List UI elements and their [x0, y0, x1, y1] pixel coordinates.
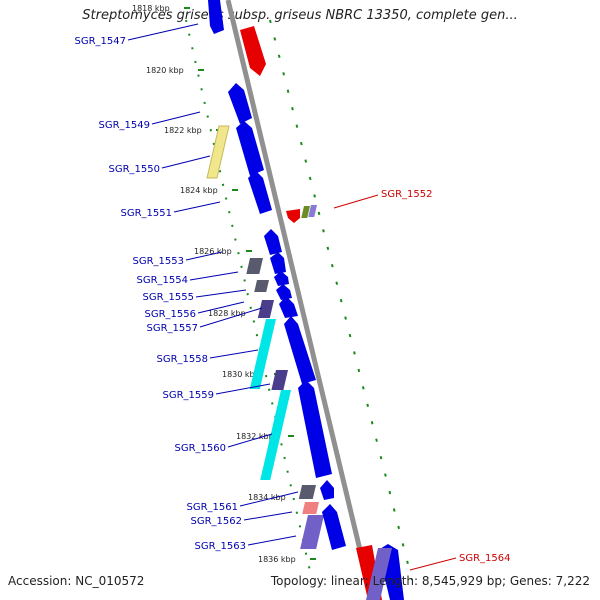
genome-backbone — [225, 0, 375, 600]
highlight-sgr-1559-a[interactable] — [271, 370, 288, 390]
kbp-tick-label: 1822 kbp — [164, 126, 202, 135]
kbp-tick-label: 1826 kbp — [194, 247, 232, 256]
gene-label-sgr-1564[interactable]: SGR_1564 — [459, 553, 511, 564]
highlight-sgr-1554[interactable] — [254, 280, 269, 292]
gene-sgr-1559-arrow[interactable] — [298, 380, 332, 478]
gene-sgr-1562-arrow[interactable] — [322, 504, 346, 550]
highlight-sgr-1563[interactable] — [300, 515, 324, 549]
kbp-tick-label: 1832 kbp — [236, 432, 274, 441]
gene-sgr-1556-arrow[interactable] — [276, 284, 292, 300]
gene-label-sgr-1550[interactable]: SGR_1550 — [109, 164, 161, 175]
gene-sgr-1557-arrow[interactable] — [279, 296, 298, 318]
kbp-tick-label: 1830 kbp — [222, 370, 260, 379]
highlight-sgr-1560[interactable] — [260, 390, 291, 480]
highlight-sgr-1558[interactable] — [249, 319, 276, 389]
kbp-tick-label: 1820 kbp — [146, 66, 184, 75]
gene-label-sgr-1560[interactable]: SGR_1560 — [175, 443, 227, 454]
gene-sgr-1548[interactable] — [240, 26, 266, 76]
gene-labels: SGR_1547 SGR_1549 SGR_1550 SGR_1551 SGR_1553… — [75, 36, 511, 564]
gene-sgr-1552-purple[interactable] — [308, 205, 317, 217]
highlight-sgr-1564[interactable] — [365, 548, 392, 600]
gene-label-sgr-1547[interactable]: SGR_1547 — [75, 36, 127, 47]
gene-label-sgr-1556[interactable]: SGR_1556 — [145, 309, 197, 320]
genome-summary: Topology: linear; Length: 8,545,929 bp; … — [270, 574, 590, 588]
kbp-tick-label: 1818 kbp — [132, 4, 170, 13]
gene-sgr-1555-arrow[interactable] — [274, 271, 289, 286]
right-track-dots — [269, 19, 413, 581]
kbp-tick-label: 1834 kbp — [248, 493, 286, 502]
kbp-tick-label: 1824 kbp — [180, 186, 218, 195]
gene-sgr-1554-arrow[interactable] — [270, 252, 286, 274]
highlight-sgr-1561[interactable] — [298, 485, 316, 499]
highlight-sgr-1553[interactable] — [246, 258, 263, 274]
gene-sgr-1550-arrow[interactable] — [236, 121, 264, 176]
kbp-ticks: 1818 kbp 1820 kbp 1822 kbp 1824 kbp 1826 kbp… — [132, 4, 316, 564]
gene-sgr-1552[interactable] — [286, 209, 300, 223]
gene-label-sgr-1553[interactable]: SGR_1553 — [133, 256, 185, 267]
kbp-tick-label: 1836 kbp — [258, 555, 296, 564]
forward-genes — [208, 0, 404, 600]
gene-label-sgr-1557[interactable]: SGR_1557 — [147, 323, 199, 334]
gene-label-sgr-1551[interactable]: SGR_1551 — [121, 208, 173, 219]
highlight-sgr-1562[interactable] — [302, 502, 319, 514]
leader-lines-right — [333, 194, 457, 571]
accession-text: Accession: NC_010572 — [8, 574, 145, 588]
highlight-sgr-1550[interactable] — [206, 125, 230, 179]
gene-sgr-1547[interactable] — [208, 0, 224, 34]
gene-label-sgr-1561[interactable]: SGR_1561 — [187, 502, 239, 513]
genome-title: Streptomyces griseus subsp. griseus NBRC… — [82, 8, 518, 23]
gene-sgr-1558-arrow[interactable] — [284, 316, 316, 384]
leader-lines-left — [127, 23, 299, 546]
gene-sgr-1561-arrow[interactable] — [320, 480, 334, 500]
gene-label-sgr-1554[interactable]: SGR_1554 — [137, 275, 189, 286]
gene-label-sgr-1563[interactable]: SGR_1563 — [195, 541, 247, 552]
gene-label-sgr-1558[interactable]: SGR_1558 — [157, 354, 209, 365]
gene-label-sgr-1549[interactable]: SGR_1549 — [99, 120, 151, 131]
gene-sgr-1553-arrow[interactable] — [264, 229, 282, 255]
highlight-sgr-1557[interactable] — [257, 300, 274, 318]
gene-sgr-1552-olive[interactable] — [301, 206, 310, 218]
gene-label-sgr-1559[interactable]: SGR_1559 — [163, 390, 215, 401]
gene-sgr-1551[interactable] — [248, 171, 272, 214]
kbp-tick-label: 1828 kbp — [208, 309, 246, 318]
gene-sgr-1549[interactable] — [228, 83, 252, 124]
gene-label-sgr-1555[interactable]: SGR_1555 — [143, 292, 195, 303]
gene-label-sgr-1552[interactable]: SGR_1552 — [381, 189, 433, 200]
gene-label-sgr-1562[interactable]: SGR_1562 — [191, 516, 243, 527]
